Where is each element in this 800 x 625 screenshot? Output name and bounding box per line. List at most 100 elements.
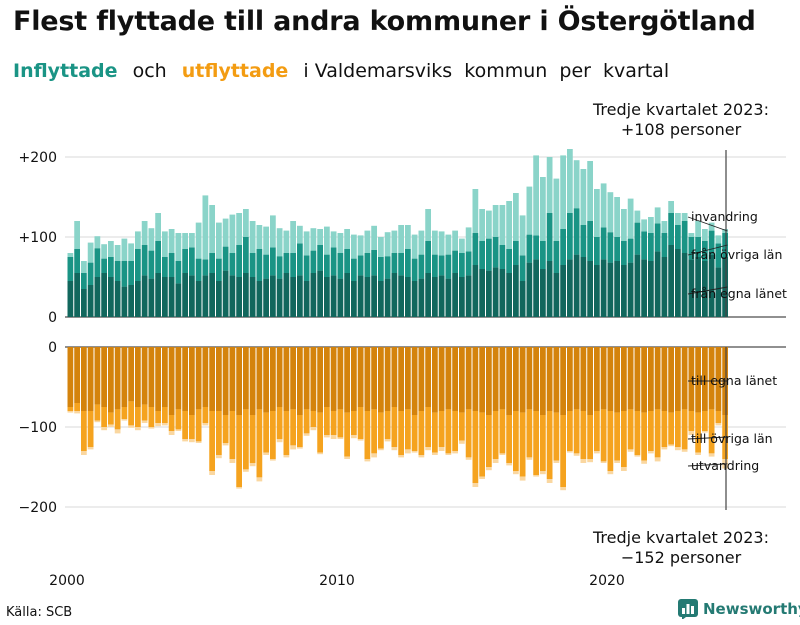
bar-in-other-counties: [715, 243, 722, 268]
bar-out-abroad: [627, 449, 634, 452]
bar-in-same-county: [715, 267, 722, 317]
bar-out-abroad: [600, 461, 607, 463]
legend-leader-in: [687, 216, 728, 232]
bar-out-abroad: [87, 447, 94, 450]
bar-out-other-counties: [492, 411, 499, 459]
bar-out-other-counties: [600, 409, 607, 462]
bar-in-same-county: [398, 275, 404, 317]
bar-in-abroad: [87, 242, 94, 263]
bar-in-other-counties: [357, 255, 364, 276]
newsworthy-logo[interactable]: Newsworthy: [678, 599, 800, 619]
bar-out-same-county: [337, 347, 344, 410]
bar-in-same-county: [695, 257, 701, 317]
bar-out-abroad: [175, 429, 182, 431]
bar-out-other-counties: [243, 409, 249, 470]
bar-in-abroad: [675, 213, 681, 225]
bar-out-same-county: [384, 347, 391, 411]
bar-out-other-counties: [229, 411, 236, 459]
bar-in-other-counties: [195, 258, 202, 281]
bar-out-same-county: [648, 347, 654, 411]
bar-out-abroad: [688, 431, 695, 435]
bar-out-abroad: [425, 447, 431, 451]
bar-out-abroad: [216, 455, 222, 459]
bar-in-abroad: [438, 231, 445, 256]
y-tick-label: 0: [48, 310, 57, 326]
bar-in-same-county: [384, 278, 391, 317]
bar-out-same-county: [452, 347, 458, 411]
bar-in-same-county: [668, 245, 674, 317]
bar-out-abroad: [357, 439, 364, 441]
bar-in-same-county: [654, 251, 661, 317]
bar-in-same-county: [546, 261, 553, 317]
bar-in-abroad: [162, 231, 168, 257]
bar-in-same-county: [236, 277, 242, 317]
bar-out-abroad: [479, 476, 485, 479]
bar-out-same-county: [216, 347, 222, 411]
bar-out-other-counties: [587, 415, 593, 459]
bar-in-other-counties: [263, 254, 269, 279]
bar-out-other-counties: [452, 411, 458, 451]
bar-in-abroad: [378, 237, 384, 257]
bar-in-same-county: [675, 249, 681, 317]
bar-in-abroad: [270, 215, 276, 248]
bar-in-abroad: [276, 228, 283, 257]
bar-in-same-county: [506, 273, 512, 317]
bar-out-abroad: [108, 424, 114, 427]
bar-in-other-counties: [364, 253, 371, 277]
bar-in-other-counties: [128, 261, 134, 285]
bar-in-abroad: [202, 195, 209, 260]
bar-in-same-county: [189, 275, 195, 317]
bar-in-abroad: [614, 197, 620, 237]
bar-out-other-counties: [614, 412, 620, 461]
bar-out-same-county: [236, 347, 242, 415]
bar-out-same-county: [378, 347, 384, 413]
bar-out-abroad: [418, 455, 425, 458]
bar-out-other-counties: [540, 415, 546, 471]
bar-out-abroad: [641, 460, 647, 464]
bar-out-same-county: [519, 347, 526, 413]
bar-in-abroad: [94, 236, 101, 249]
legend-label-out: till egna länet: [691, 373, 777, 388]
bar-in-same-county: [459, 277, 465, 317]
bar-out-abroad: [695, 452, 701, 455]
bar-out-same-county: [175, 347, 182, 410]
bar-out-abroad: [297, 447, 303, 449]
bar-in-same-county: [303, 281, 310, 317]
bar-in-other-counties: [283, 253, 290, 273]
bar-out-other-counties: [594, 411, 600, 451]
bar-in-other-counties: [600, 227, 607, 260]
bar-in-same-county: [378, 281, 384, 317]
bar-in-abroad: [148, 228, 155, 251]
bar-out-same-county: [344, 347, 350, 413]
bar-in-other-counties: [229, 253, 236, 276]
bar-out-other-counties: [506, 415, 512, 463]
bar-in-abroad: [67, 253, 74, 257]
bar-in-same-county: [479, 269, 485, 317]
bar-out-other-counties: [425, 407, 431, 447]
bar-in-same-county: [432, 277, 438, 317]
bar-out-abroad: [702, 431, 708, 433]
bar-in-other-counties: [290, 253, 296, 277]
bar-in-same-county: [310, 273, 317, 317]
bar-out-other-counties: [209, 411, 215, 471]
bar-in-abroad: [648, 217, 654, 233]
bar-in-same-county: [621, 265, 627, 317]
bar-out-same-county: [290, 347, 296, 410]
bar-in-other-counties: [567, 213, 573, 260]
bar-out-same-county: [594, 347, 600, 411]
bar-in-abroad: [114, 245, 121, 261]
bar-in-abroad: [101, 244, 107, 259]
bar-out-same-county: [553, 347, 560, 413]
bar-in-other-counties: [533, 235, 539, 260]
bar-in-abroad: [337, 233, 344, 253]
bar-out-other-counties: [135, 407, 141, 427]
bar-in-same-county: [74, 273, 80, 317]
bar-out-abroad: [101, 427, 107, 431]
bar-in-same-county: [627, 262, 634, 317]
bar-out-other-counties: [411, 415, 418, 451]
bar-out-same-county: [263, 347, 269, 413]
bar-out-other-counties: [418, 411, 425, 455]
bar-out-other-counties: [121, 407, 128, 419]
bar-in-abroad: [405, 225, 411, 249]
bar-out-abroad: [391, 447, 398, 451]
